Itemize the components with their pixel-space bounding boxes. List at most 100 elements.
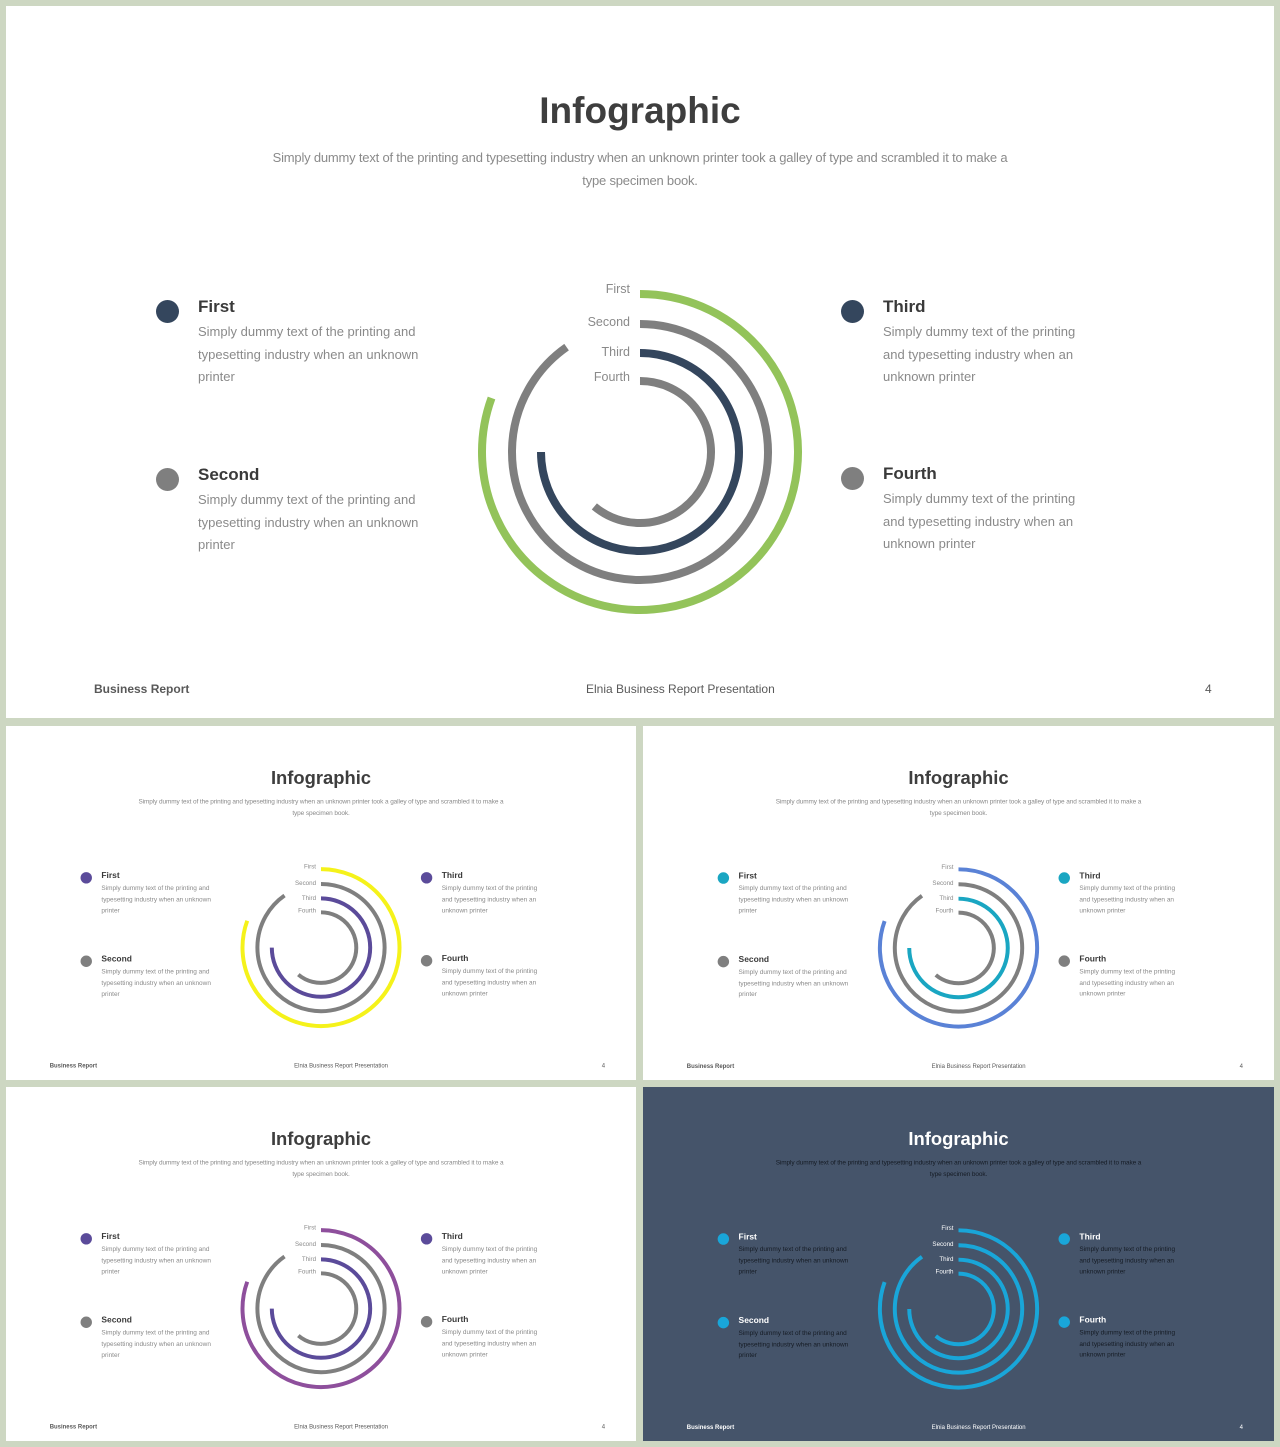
item-title: Second — [101, 954, 132, 964]
item-description: Simply dummy text of the printing and ty… — [883, 491, 1076, 551]
footer-report-label: Business Report — [49, 1061, 98, 1069]
slide-subtitle: Simply dummy text of the printing and ty… — [138, 1158, 504, 1178]
footer-report-label: Business Report — [686, 1423, 735, 1431]
slide-title: Infographic — [270, 767, 372, 789]
slide-purple: Infographic Simply dummy text of the pri… — [6, 1087, 636, 1441]
footer-presentation-title: Elnia Business Report Presentation — [294, 1422, 388, 1430]
concentric-arc-chart: First Second Third Fourth — [240, 864, 402, 1029]
slide-title: Infographic — [908, 1128, 1009, 1150]
item-dot — [156, 468, 179, 491]
item-title: Third — [1079, 870, 1101, 881]
item-dot — [717, 1233, 730, 1245]
item-description: Simply dummy text of the printing and ty… — [441, 1327, 538, 1358]
item-dot — [717, 1316, 730, 1329]
item-dot — [80, 1233, 92, 1245]
item-dot — [717, 872, 730, 884]
item-description: Simply dummy text of the printing and ty… — [1079, 884, 1176, 915]
item-dot — [717, 955, 730, 968]
slide-content: Infographic Simply dummy text of the pri… — [6, 6, 1274, 718]
item-dot — [156, 300, 179, 323]
footer-presentation-title: Elnia Business Report Presentation — [586, 682, 775, 696]
arc-second — [892, 1243, 1025, 1375]
item-description: Simply dummy text of the printing and ty… — [738, 967, 849, 998]
item-description: Simply dummy text of the printing and ty… — [1079, 967, 1176, 998]
ring-label-second: Second — [295, 880, 317, 887]
item-title: Fourth — [883, 464, 937, 483]
footer-report-label: Business Report — [686, 1062, 735, 1070]
item-dot — [841, 467, 864, 490]
concentric-arc-chart: First Second Third Fourth — [478, 282, 802, 614]
ring-label-first: First — [304, 864, 316, 871]
footer-page-number: 4 — [1239, 1423, 1243, 1431]
arc-first — [877, 1228, 1040, 1390]
footer-page-number: 4 — [601, 1422, 606, 1430]
arc-first — [877, 867, 1040, 1029]
item-dot — [420, 1316, 433, 1328]
arc-second — [255, 1243, 387, 1375]
item-description: Simply dummy text of the printing and ty… — [101, 967, 211, 998]
arc-second — [508, 320, 772, 584]
ring-label-second: Second — [295, 1241, 317, 1248]
arc-fourth — [591, 377, 715, 527]
item-title: Fourth — [1079, 953, 1107, 964]
slide-title: Infographic — [539, 90, 741, 131]
item-dot — [420, 872, 433, 884]
slide-title: Infographic — [270, 1128, 372, 1150]
slide-content: Infographic Simply dummy text of the pri… — [6, 1087, 636, 1441]
item-dot — [841, 300, 864, 323]
arc-third — [537, 349, 743, 555]
ring-label-fourth: Fourth — [936, 908, 955, 915]
slide-content: Infographic Simply dummy text of the pri… — [6, 726, 636, 1080]
arc-fourth — [297, 910, 359, 985]
arc-fourth — [934, 910, 996, 986]
item-title: Third — [883, 297, 926, 316]
item-title: Fourth — [1079, 1314, 1107, 1325]
item-dot — [420, 955, 433, 967]
ring-label-third: Third — [302, 1256, 317, 1263]
item-dot — [1058, 1316, 1070, 1328]
ring-label-second: Second — [588, 315, 630, 329]
item-description: Simply dummy text of the printing and ty… — [738, 1245, 849, 1276]
item-dot — [80, 1316, 92, 1328]
item-title: First — [198, 297, 235, 316]
ring-label-third: Third — [302, 895, 317, 902]
slide-subtitle: Simply dummy text of the printing and ty… — [775, 797, 1142, 817]
ring-label-third: Third — [939, 1256, 954, 1263]
ring-label-fourth: Fourth — [298, 1268, 316, 1275]
item-dot — [420, 1233, 433, 1245]
item-description: Simply dummy text of the printing and ty… — [441, 883, 538, 914]
item-dot — [80, 872, 92, 884]
item-title: First — [101, 1231, 120, 1242]
arc-fourth — [297, 1271, 359, 1346]
ring-label-third: Third — [602, 345, 631, 359]
item-title: Second — [101, 1315, 132, 1325]
item-description: Simply dummy text of the printing and ty… — [198, 492, 419, 552]
item-title: Third — [441, 1231, 463, 1242]
item-description: Simply dummy text of the printing and ty… — [738, 1328, 849, 1359]
item-title: Second — [198, 465, 260, 484]
item-description: Simply dummy text of the printing and ty… — [441, 966, 538, 997]
item-dot — [1058, 1233, 1070, 1245]
slide-title: Infographic — [908, 767, 1009, 789]
ring-label-first: First — [304, 1225, 316, 1232]
footer-report-label: Business Report — [94, 682, 190, 696]
item-description: Simply dummy text of the printing and ty… — [101, 1328, 211, 1359]
footer-page-number: 4 — [1205, 682, 1212, 696]
item-title: Third — [1079, 1231, 1101, 1242]
item-title: Second — [738, 954, 770, 964]
item-description: Simply dummy text of the printing and ty… — [441, 1244, 538, 1275]
item-description: Simply dummy text of the printing and ty… — [198, 324, 419, 384]
item-description: Simply dummy text of the printing and ty… — [1079, 1245, 1176, 1276]
item-dot — [1058, 872, 1070, 884]
footer-page-number: 4 — [1239, 1062, 1243, 1070]
ring-label-second: Second — [932, 880, 954, 887]
arc-third — [269, 896, 373, 999]
ring-label-third: Third — [939, 895, 954, 902]
arc-first — [240, 867, 402, 1029]
ring-label-first: First — [941, 1225, 953, 1232]
footer-page-number: 4 — [601, 1061, 606, 1069]
slide-yellow: Infographic Simply dummy text of the pri… — [6, 726, 636, 1080]
slide-subtitle: Simply dummy text of the printing and ty… — [775, 1158, 1142, 1178]
slide-green: Infographic Simply dummy text of the pri… — [6, 6, 1274, 718]
item-dot — [80, 955, 92, 967]
